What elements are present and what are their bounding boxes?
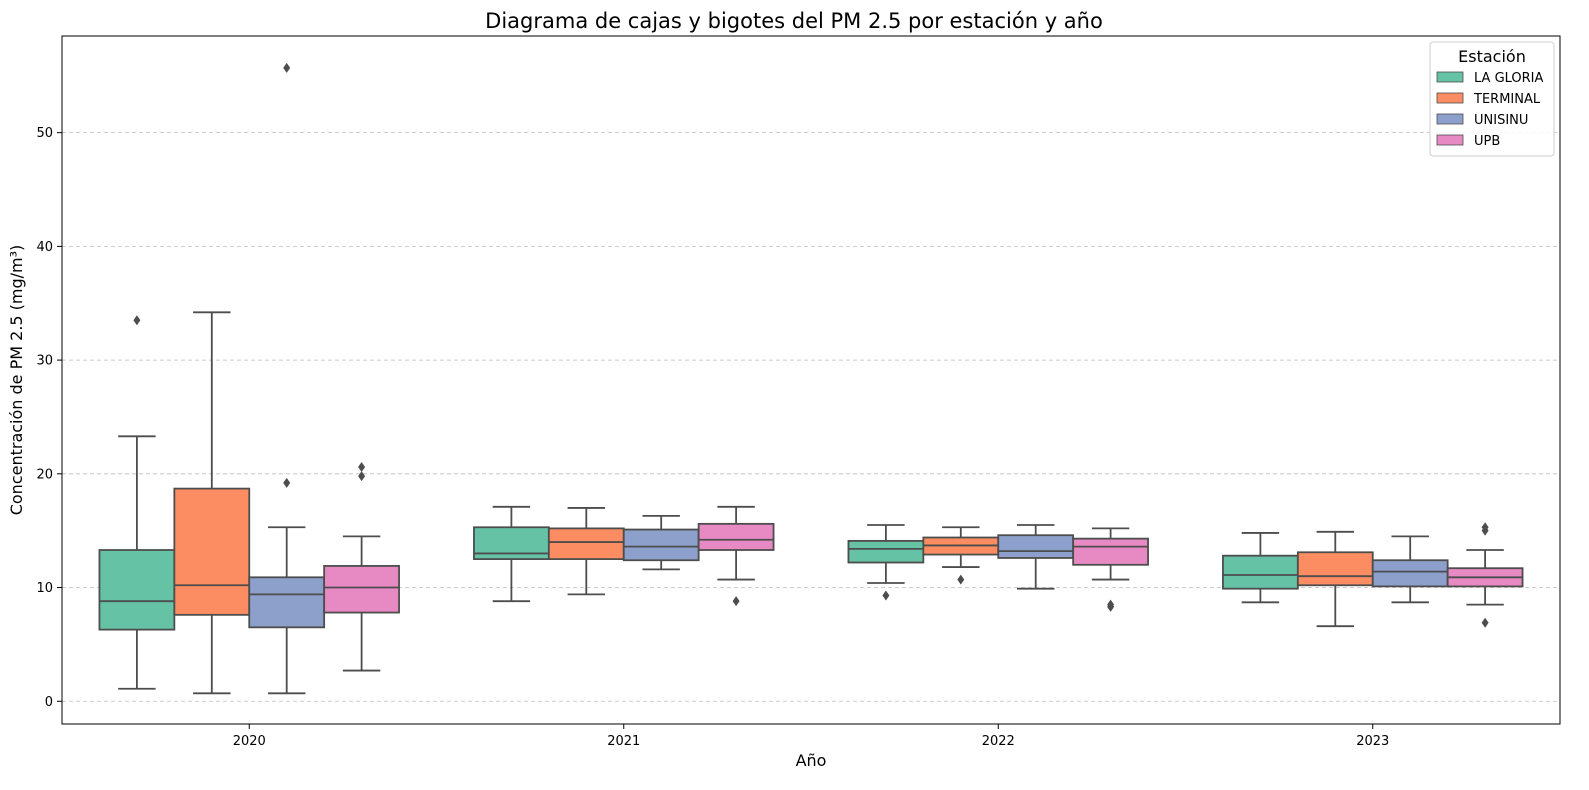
box-upb-2021 (697, 505, 775, 607)
box-body (248, 576, 326, 629)
outlier-point (283, 62, 291, 73)
legend-swatch (1436, 92, 1464, 104)
y-tick-label: 30 (36, 354, 53, 369)
outlier-point (358, 471, 366, 482)
outlier-point (1481, 522, 1489, 533)
box-upb-2023 (1446, 522, 1524, 628)
box-upb-2020 (323, 461, 400, 672)
y-tick-label: 50 (36, 126, 53, 141)
box-body (98, 549, 176, 631)
legend-label: LA GLORIA (1474, 71, 1544, 86)
box-body (1371, 559, 1449, 588)
box-unisinu-2023 (1371, 535, 1449, 604)
box-terminal-2023 (1296, 530, 1374, 628)
y-tick-label: 0 (45, 695, 53, 710)
outlier-point (882, 590, 890, 601)
box-plots (98, 62, 1524, 695)
box-body (473, 526, 550, 561)
outlier-point (957, 574, 965, 585)
box-unisinu-2020 (248, 62, 326, 695)
box-unisinu-2021 (622, 514, 700, 571)
x-tick-label: 2023 (1356, 734, 1389, 749)
y-tick-label: 40 (36, 240, 53, 255)
box-body (547, 527, 625, 561)
box-upb-2022 (1072, 527, 1149, 612)
y-tick-label: 10 (36, 581, 53, 596)
outlier-point (283, 477, 291, 488)
box-terminal-2021 (547, 507, 625, 596)
box-terminal-2020 (173, 311, 251, 695)
y-axis-title: Concentración de PM 2.5 (mg/m³) (7, 245, 26, 516)
box-la-gloria-2020 (98, 315, 176, 690)
box-la-gloria-2022 (847, 524, 925, 601)
legend-label: UNISINU (1474, 113, 1528, 128)
legend-frame (1429, 41, 1555, 157)
chart-title: Diagrama de cajas y bigotes del PM 2.5 p… (485, 9, 1103, 33)
legend-swatch (1436, 134, 1464, 146)
outlier-point (732, 596, 740, 607)
outlier-point (1107, 599, 1115, 610)
y-tick-label: 20 (36, 467, 53, 482)
outlier-point (133, 315, 141, 326)
box-body (1222, 554, 1299, 590)
legend-swatch (1436, 113, 1464, 125)
box-body (697, 522, 775, 551)
outlier-point (358, 461, 366, 472)
box-la-gloria-2021 (473, 505, 550, 603)
box-unisinu-2022 (997, 524, 1075, 590)
outlier-point (1481, 617, 1489, 628)
legend: Estación LA GLORIA TERMINAL UNISINU UPB (1429, 41, 1555, 157)
x-tick-label: 2022 (982, 734, 1015, 749)
grid-lines (62, 132, 1560, 702)
box-body (997, 534, 1075, 559)
x-axis-title: Año (796, 751, 827, 770)
legend-title: Estación (1458, 47, 1526, 66)
box-body (622, 528, 700, 562)
box-la-gloria-2023 (1222, 532, 1299, 604)
box-body (173, 487, 251, 616)
plot-area-frame (61, 35, 1561, 725)
legend-label: UPB (1474, 134, 1500, 149)
box-body (847, 540, 925, 564)
box-terminal-2022 (922, 526, 1000, 585)
x-tick-label: 2020 (233, 734, 266, 749)
box-body (1296, 551, 1374, 587)
x-tick-label: 2021 (607, 734, 640, 749)
legend-label: TERMINAL (1473, 92, 1541, 107)
box-body (1072, 537, 1149, 566)
x-axis: 2020 2021 2022 2023 (233, 724, 1389, 749)
box-body (323, 565, 400, 614)
legend-swatch (1436, 71, 1464, 83)
y-axis: 0 10 20 30 40 50 (36, 126, 62, 710)
